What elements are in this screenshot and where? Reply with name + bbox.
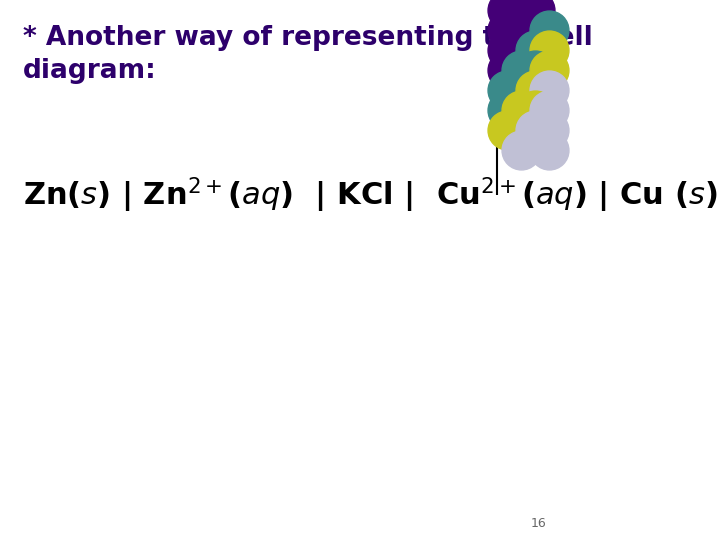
Point: [501, 6, 513, 15]
Point: [529, 6, 541, 15]
Text: 16: 16: [531, 517, 546, 530]
Point: [543, 46, 554, 55]
Point: [543, 66, 554, 75]
Point: [543, 26, 554, 35]
Point: [543, 126, 554, 134]
Point: [515, 26, 526, 35]
Point: [529, 46, 541, 55]
Point: [529, 86, 541, 94]
Point: [515, 106, 526, 114]
Point: [543, 146, 554, 154]
Point: [515, 6, 526, 15]
Point: [501, 126, 513, 134]
Point: [501, 106, 513, 114]
Point: [501, 46, 513, 55]
Point: [501, 66, 513, 75]
Text: Zn($\mathit{s}$) | Zn$^{2+}$($\mathit{aq}$)  | KCl |  Cu$^{2+}$($\mathit{aq}$) |: Zn($\mathit{s}$) | Zn$^{2+}$($\mathit{aq…: [23, 176, 718, 215]
Point: [529, 126, 541, 134]
Point: [515, 86, 526, 94]
Point: [515, 66, 526, 75]
Point: [543, 86, 554, 94]
Text: * Another way of representing the cell
diagram:: * Another way of representing the cell d…: [23, 25, 593, 84]
Point: [529, 106, 541, 114]
Point: [543, 106, 554, 114]
Point: [529, 26, 541, 35]
Point: [515, 126, 526, 134]
Point: [501, 86, 513, 94]
Point: [529, 66, 541, 75]
Point: [501, 26, 513, 35]
Point: [515, 146, 526, 154]
Point: [515, 46, 526, 55]
